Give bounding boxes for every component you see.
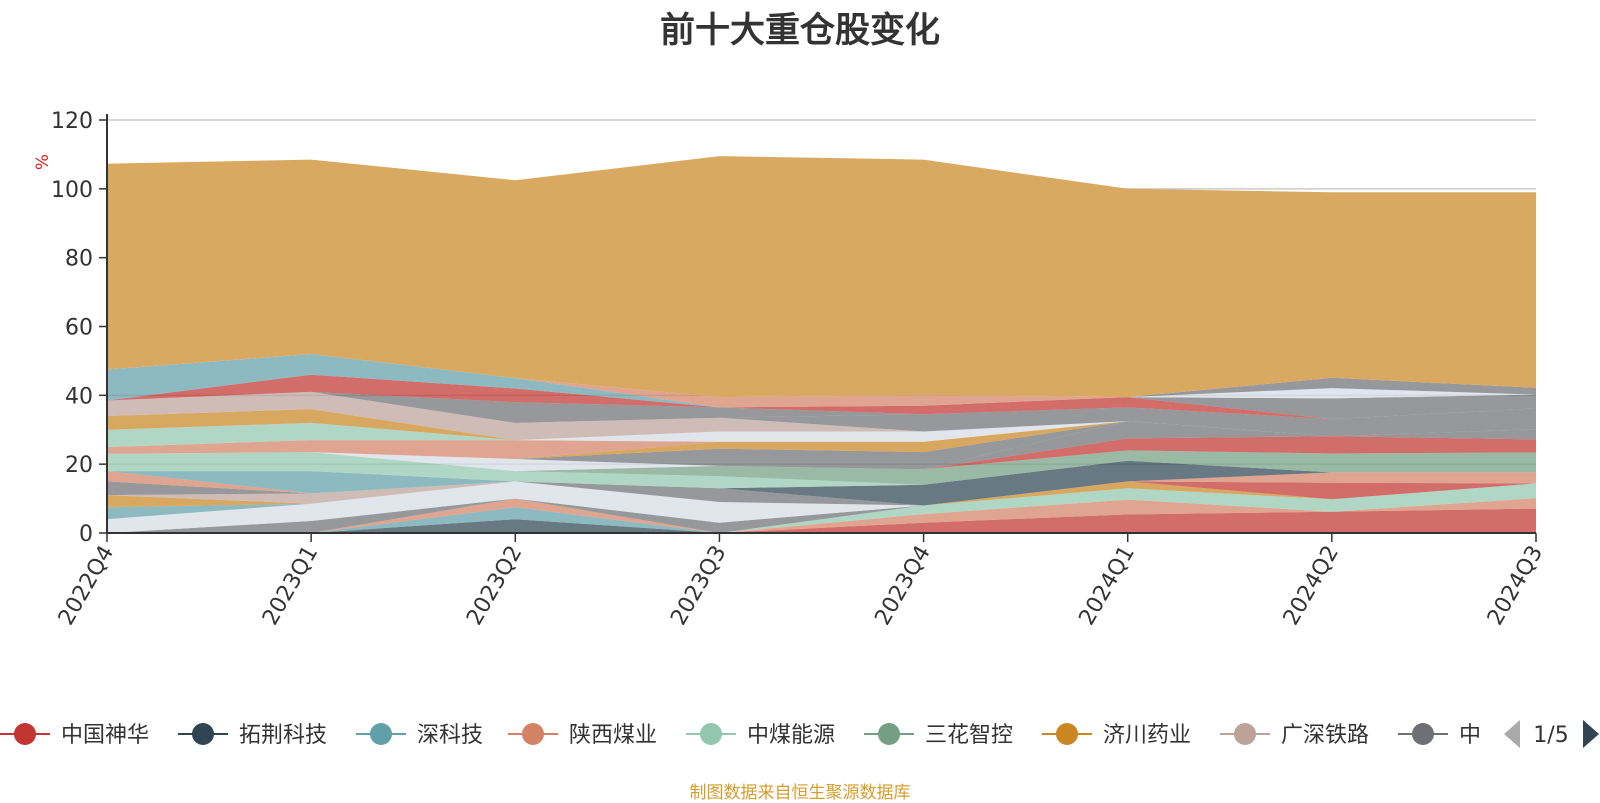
legend-item[interactable]: 三花智控 (864, 723, 1013, 748)
x-tick-label: 2024Q2 (1279, 542, 1344, 630)
area-series (107, 481, 1536, 506)
x-tick-label: 2023Q1 (258, 542, 323, 630)
legend-label: 三花智控 (925, 723, 1013, 748)
legend-marker-icon (1234, 723, 1256, 745)
legend-item[interactable]: 济川药业 (1042, 723, 1191, 748)
area-series (107, 156, 1536, 398)
legend-marker-icon (370, 723, 392, 745)
legend-next-icon[interactable] (1583, 720, 1599, 748)
data-source-note: 制图数据来自恒生聚源数据库 (689, 783, 911, 803)
x-tick-label: 2024Q3 (1483, 542, 1548, 630)
legend-item[interactable]: 广深铁路 (1220, 723, 1369, 748)
area-series (107, 391, 1536, 441)
area-series (107, 481, 1536, 533)
area-series (107, 409, 1536, 441)
y-tick-label: 60 (65, 316, 93, 341)
legend-label: 中国神华 (61, 723, 149, 748)
area-series (107, 508, 1536, 533)
x-tick-label: 2023Q4 (870, 542, 935, 630)
area-series (107, 421, 1536, 459)
x-tick-label: 2023Q3 (666, 542, 731, 630)
area-series (107, 374, 1536, 420)
legend: 中国神华 拓荆科技 深科技 陕西煤业 中煤能源 三花智控 济川药业 广深铁路 中 1/5 (0, 712, 1600, 758)
legend-marker-icon (1412, 723, 1434, 745)
legend-label: 中 (1459, 723, 1481, 748)
x-tick-label: 2023Q2 (462, 542, 527, 630)
x-tick-label: 2022Q4 (54, 542, 119, 630)
legend-item[interactable]: 深科技 (356, 723, 483, 748)
legend-label: 拓荆科技 (239, 723, 327, 748)
legend-label: 济川药业 (1103, 723, 1191, 748)
y-tick-label: 20 (65, 453, 93, 478)
y-tick-label: 0 (79, 522, 93, 547)
x-tick-label: 2024Q1 (1075, 542, 1140, 630)
area-series (107, 507, 1536, 533)
y-tick-label: 80 (65, 247, 93, 272)
area-series (107, 471, 1536, 506)
legend-label: 陕西煤业 (569, 723, 657, 748)
legend-marker-icon (192, 723, 214, 745)
legend-nav-backdrop (1484, 712, 1600, 758)
area-series (107, 452, 1536, 489)
y-tick-label: 40 (65, 384, 93, 409)
area-series (107, 391, 1536, 423)
legend-marker-icon (14, 723, 36, 745)
area-series (107, 421, 1536, 470)
area-series (107, 421, 1536, 470)
area-series (107, 471, 1536, 506)
area-series (107, 481, 1536, 506)
area-series (107, 508, 1536, 533)
area-series (107, 481, 1536, 508)
area-series (107, 450, 1536, 472)
area-series (107, 421, 1536, 442)
legend-page-indicator: 1/5 (1533, 723, 1568, 748)
area-series (107, 450, 1536, 485)
area-series (107, 460, 1536, 506)
y-axis-label: % (33, 154, 53, 170)
legend-item[interactable]: 中国神华 (0, 723, 149, 748)
legend-item[interactable]: 陕西煤业 (508, 723, 657, 748)
area-series-group (107, 156, 1536, 533)
legend-label: 深科技 (417, 723, 483, 748)
legend-marker-icon (700, 723, 722, 745)
legend-marker-icon (1056, 723, 1078, 745)
legend-label: 中煤能源 (747, 723, 835, 748)
legend-label: 广深铁路 (1281, 723, 1369, 748)
legend-marker-icon (522, 723, 544, 745)
area-series (107, 354, 1536, 408)
area-series (107, 421, 1536, 447)
area-series (107, 354, 1536, 408)
area-series (107, 436, 1536, 470)
legend-marker-icon (878, 723, 900, 745)
area-series (107, 391, 1536, 437)
chart-title: 前十大重仓股变化 (659, 11, 940, 51)
area-series (107, 498, 1536, 533)
y-tick-label: 120 (51, 109, 93, 134)
area-series (107, 481, 1536, 533)
legend-item[interactable]: 中 (1398, 723, 1481, 748)
legend-prev-icon[interactable] (1504, 720, 1520, 748)
area-series (107, 481, 1536, 506)
area-series (107, 374, 1536, 420)
y-tick-label: 100 (51, 178, 93, 203)
area-series (107, 354, 1536, 408)
legend-item[interactable]: 中煤能源 (686, 723, 835, 748)
area-series (107, 483, 1536, 533)
legend-item[interactable]: 拓荆科技 (178, 723, 327, 748)
